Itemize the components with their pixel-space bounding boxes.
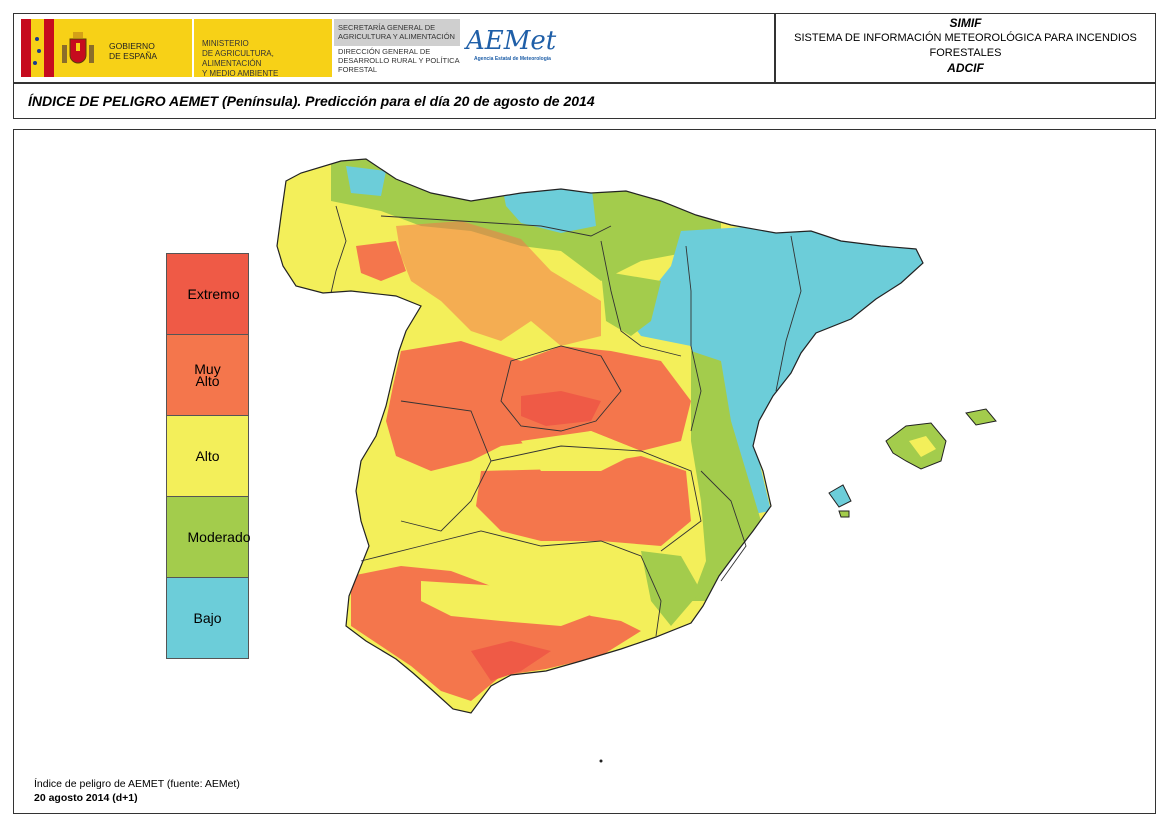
zone-alto-guadalquivir [421, 581, 601, 626]
danger-zones [277, 159, 923, 713]
border-galicia [330, 205, 347, 294]
system-header: SIMIF SISTEMA DE INFORMACIÓN METEOROLÓGI… [775, 13, 1156, 83]
zone-extremo-sur [471, 641, 551, 681]
island-menorca [965, 408, 997, 426]
island-ibiza [828, 484, 852, 508]
system-unit: ADCIF [947, 61, 984, 75]
footer-date: 20 agosto 2014 (d+1) [34, 792, 138, 804]
balearic-islands [828, 408, 997, 518]
map-frame: Extremo Muy Alto Alto Moderado Bajo Índice d… [13, 129, 1156, 814]
gobierno-block: GOBIERNO DE ESPAÑA [54, 19, 192, 77]
zone-muyalto-galicia [356, 241, 406, 281]
border-mancha [490, 445, 702, 552]
page-title: ÍNDICE DE PELIGRO AEMET (Península). Pre… [28, 93, 595, 109]
island-formentera [838, 510, 850, 518]
danger-index-map [276, 158, 997, 763]
zone-bajo-east [626, 226, 923, 516]
border-madrid [500, 345, 622, 432]
ministerio-text: MINISTERIO DE AGRICULTURA, ALIMENTACIÓN … [202, 39, 279, 78]
zone-muyalto-mancha [476, 456, 691, 546]
title-bar: ÍNDICE DE PELIGRO AEMET (Península). Pre… [13, 83, 1156, 119]
zone-alto-mancha [521, 431, 641, 471]
zone-alto-mallorca [909, 436, 936, 457]
zone-moderado-murcia [641, 551, 701, 626]
zone-bajo-cantabrico [501, 181, 596, 233]
system-name-line2: FORESTALES [929, 47, 1002, 59]
aemet-logo: AEMet Agencia Estatal de Meteorología [466, 26, 557, 62]
system-name-line1: SISTEMA DE INFORMACIÓN METEOROLÓGICA PAR… [794, 32, 1137, 44]
border-catalonia [775, 235, 802, 392]
border-aragon [685, 245, 702, 432]
legend-label: Bajo [193, 610, 222, 626]
zone-muyalto-castilla-norte [396, 221, 601, 346]
legend-item-extremo: Extremo [166, 253, 249, 335]
legend-label: Moderado [187, 529, 251, 545]
border-valencia [700, 470, 747, 582]
border-extremadura [400, 400, 492, 532]
legend-item-muy-alto: Muy Alto [166, 334, 249, 416]
legend-item-bajo: Bajo [166, 577, 249, 659]
zone-moderado-ebro [601, 271, 661, 336]
logos-header: GOBIERNO DE ESPAÑA MINISTERIO DE AGRICUL… [13, 13, 775, 83]
legend-item-alto: Alto [166, 415, 249, 497]
legend-label: Alto [195, 448, 220, 464]
border-castilla-east [600, 240, 682, 357]
secretaria-text: SECRETARÍA GENERAL DE AGRICULTURA Y ALIM… [338, 23, 455, 41]
border-north-castilla [380, 215, 612, 237]
secretaria-block [334, 19, 460, 46]
border-andalucia [360, 530, 662, 637]
legend-item-moderado: Moderado [166, 496, 251, 578]
ministerio-block: MINISTERIO DE AGRICULTURA, ALIMENTACIÓN … [194, 19, 332, 78]
footer-source: Índice de peligro de AEMET (fuente: AEMe… [34, 778, 240, 790]
zone-bajo-galicia [346, 166, 386, 196]
coat-of-arms-icon [62, 32, 94, 64]
legend-label: Muy Alto [194, 361, 221, 389]
spain-flag-icon [21, 19, 54, 77]
region-borders [330, 205, 802, 637]
legend-label: Extremo [187, 286, 240, 302]
gobierno-text: GOBIERNO DE ESPAÑA [109, 41, 158, 61]
zone-extremo-centro [521, 391, 601, 426]
alboran-island [599, 759, 603, 763]
legend: Extremo Muy Alto Alto Moderado Bajo [166, 253, 251, 659]
direccion-text: DIRECCIÓN GENERAL DE DESARROLLO RURAL Y … [338, 47, 460, 74]
system-acronym: SIMIF [949, 16, 982, 30]
